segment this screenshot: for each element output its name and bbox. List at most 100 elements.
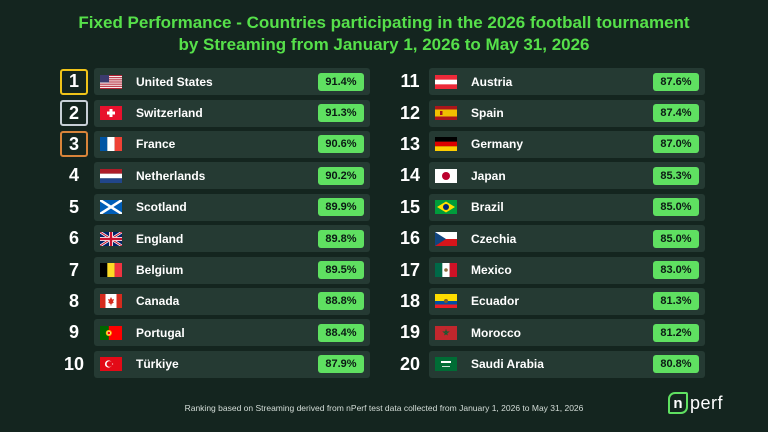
ranking-row: 8 Canada 88.8% bbox=[60, 286, 370, 317]
sa-flag-icon bbox=[435, 357, 457, 372]
es-flag-icon bbox=[435, 106, 457, 121]
at-flag-icon bbox=[435, 74, 457, 89]
br-flag-icon bbox=[435, 200, 457, 215]
rank-number: 14 bbox=[399, 165, 421, 186]
country-name: Scotland bbox=[136, 200, 187, 215]
title-line-1: Fixed Performance - Countries participat… bbox=[78, 13, 690, 32]
percentage-badge: 91.3% bbox=[318, 104, 364, 123]
country-bar: Türkiye 87.9% bbox=[94, 350, 370, 378]
country-bar: Portugal 88.4% bbox=[94, 319, 370, 347]
percentage-badge: 85.3% bbox=[653, 166, 699, 185]
us-flag-icon bbox=[100, 74, 122, 89]
country-bar: Saudi Arabia 80.8% bbox=[429, 350, 705, 378]
country-bar: Belgium 89.5% bbox=[94, 256, 370, 284]
tr-flag-icon bbox=[100, 357, 122, 372]
country-bar: Netherlands 90.2% bbox=[94, 162, 370, 190]
ranking-row: 7 Belgium 89.5% bbox=[60, 254, 370, 285]
rank-number: 13 bbox=[399, 133, 421, 154]
ranking-row: 9 Portugal 88.4% bbox=[60, 317, 370, 348]
country-bar: Japan 85.3% bbox=[429, 162, 705, 190]
country-bar: Switzerland 91.3% bbox=[94, 99, 370, 127]
country-bar: Spain 87.4% bbox=[429, 99, 705, 127]
country-bar: Scotland 89.9% bbox=[94, 193, 370, 221]
ma-flag-icon bbox=[435, 325, 457, 340]
ranking-row: 17 Mexico 83.0% bbox=[395, 254, 705, 285]
country-name: Belgium bbox=[136, 263, 184, 278]
rank-number: 12 bbox=[399, 102, 421, 123]
ranking-row: 12 Spain 87.4% bbox=[395, 97, 705, 128]
nperf-logo: n perf bbox=[668, 392, 723, 414]
percentage-badge: 81.2% bbox=[653, 323, 699, 342]
percentage-badge: 85.0% bbox=[653, 198, 699, 217]
be-flag-icon bbox=[100, 263, 122, 278]
ranking-row: 15 Brazil 85.0% bbox=[395, 192, 705, 223]
country-name: Austria bbox=[471, 74, 513, 89]
percentage-badge: 89.5% bbox=[318, 261, 364, 280]
percentage-badge: 88.8% bbox=[318, 292, 364, 311]
ranking-row: 4 Netherlands 90.2% bbox=[60, 160, 370, 191]
ec-flag-icon bbox=[435, 294, 457, 309]
percentage-badge: 83.0% bbox=[653, 261, 699, 280]
country-name: Czechia bbox=[471, 231, 517, 246]
percentage-badge: 87.4% bbox=[653, 104, 699, 123]
country-bar: Canada 88.8% bbox=[94, 287, 370, 315]
percentage-badge: 80.8% bbox=[653, 355, 699, 374]
country-name: Japan bbox=[471, 168, 506, 183]
cz-flag-icon bbox=[435, 231, 457, 246]
country-name: Portugal bbox=[136, 325, 185, 340]
country-bar: Austria 87.6% bbox=[429, 68, 705, 96]
rank-number: 17 bbox=[399, 259, 421, 280]
ranking-row: 6 England 89.8% bbox=[60, 223, 370, 254]
pt-flag-icon bbox=[100, 325, 122, 340]
percentage-badge: 91.4% bbox=[318, 72, 364, 91]
nperf-logo-text: perf bbox=[690, 392, 724, 413]
ranking-row: 10 Türkiye 87.9% bbox=[60, 349, 370, 380]
rank-number: 11 bbox=[400, 71, 420, 92]
country-bar: Mexico 83.0% bbox=[429, 256, 705, 284]
de-flag-icon bbox=[435, 137, 457, 152]
rank-number: 16 bbox=[399, 228, 421, 249]
title-line-2: by Streaming from January 1, 2026 to May… bbox=[178, 35, 590, 54]
ranking-row: 13 Germany 87.0% bbox=[395, 129, 705, 160]
rank-number: 4 bbox=[68, 165, 79, 186]
country-name: Canada bbox=[136, 294, 180, 309]
rank-number: 15 bbox=[399, 196, 421, 217]
rank-number: 10 bbox=[63, 353, 85, 374]
ranking-row: 1 United States 91.4% bbox=[60, 66, 370, 97]
percentage-badge: 89.9% bbox=[318, 198, 364, 217]
country-name: Saudi Arabia bbox=[471, 357, 544, 372]
rank-number: 19 bbox=[399, 322, 421, 343]
nperf-logo-mark: n bbox=[668, 392, 688, 414]
percentage-badge: 90.2% bbox=[318, 166, 364, 185]
rank-number: 5 bbox=[68, 196, 79, 217]
country-name: Brazil bbox=[471, 200, 504, 215]
mx-flag-icon bbox=[435, 263, 457, 278]
page-title: Fixed Performance - Countries participat… bbox=[0, 12, 768, 56]
percentage-badge: 85.0% bbox=[653, 229, 699, 248]
country-bar: England 89.8% bbox=[94, 225, 370, 253]
country-name: Türkiye bbox=[136, 357, 179, 372]
sco-flag-icon bbox=[100, 200, 122, 215]
country-bar: United States 91.4% bbox=[94, 68, 370, 96]
country-bar: Brazil 85.0% bbox=[429, 193, 705, 221]
rank-number: 20 bbox=[399, 353, 421, 374]
percentage-badge: 87.9% bbox=[318, 355, 364, 374]
country-name: France bbox=[136, 137, 176, 152]
fr-flag-icon bbox=[100, 137, 122, 152]
rank-number: 1 bbox=[60, 68, 88, 95]
rank-number: 9 bbox=[68, 322, 79, 343]
country-bar: Morocco 81.2% bbox=[429, 319, 705, 347]
ranking-column-right: 11 Austria 87.6% 12 Spain 87.4% 13 Germany 87.… bbox=[395, 66, 705, 380]
percentage-badge: 87.6% bbox=[653, 72, 699, 91]
ranking-row: 19 Morocco 81.2% bbox=[395, 317, 705, 348]
ranking-row: 16 Czechia 85.0% bbox=[395, 223, 705, 254]
country-name: Mexico bbox=[471, 263, 512, 278]
country-name: Ecuador bbox=[471, 294, 520, 309]
nl-flag-icon bbox=[100, 168, 122, 183]
rank-number: 3 bbox=[60, 131, 88, 158]
rank-number: 8 bbox=[68, 290, 79, 311]
jp-flag-icon bbox=[435, 168, 457, 183]
country-bar: Czechia 85.0% bbox=[429, 225, 705, 253]
country-name: Spain bbox=[471, 106, 504, 121]
ranking-row: 2 Switzerland 91.3% bbox=[60, 97, 370, 128]
